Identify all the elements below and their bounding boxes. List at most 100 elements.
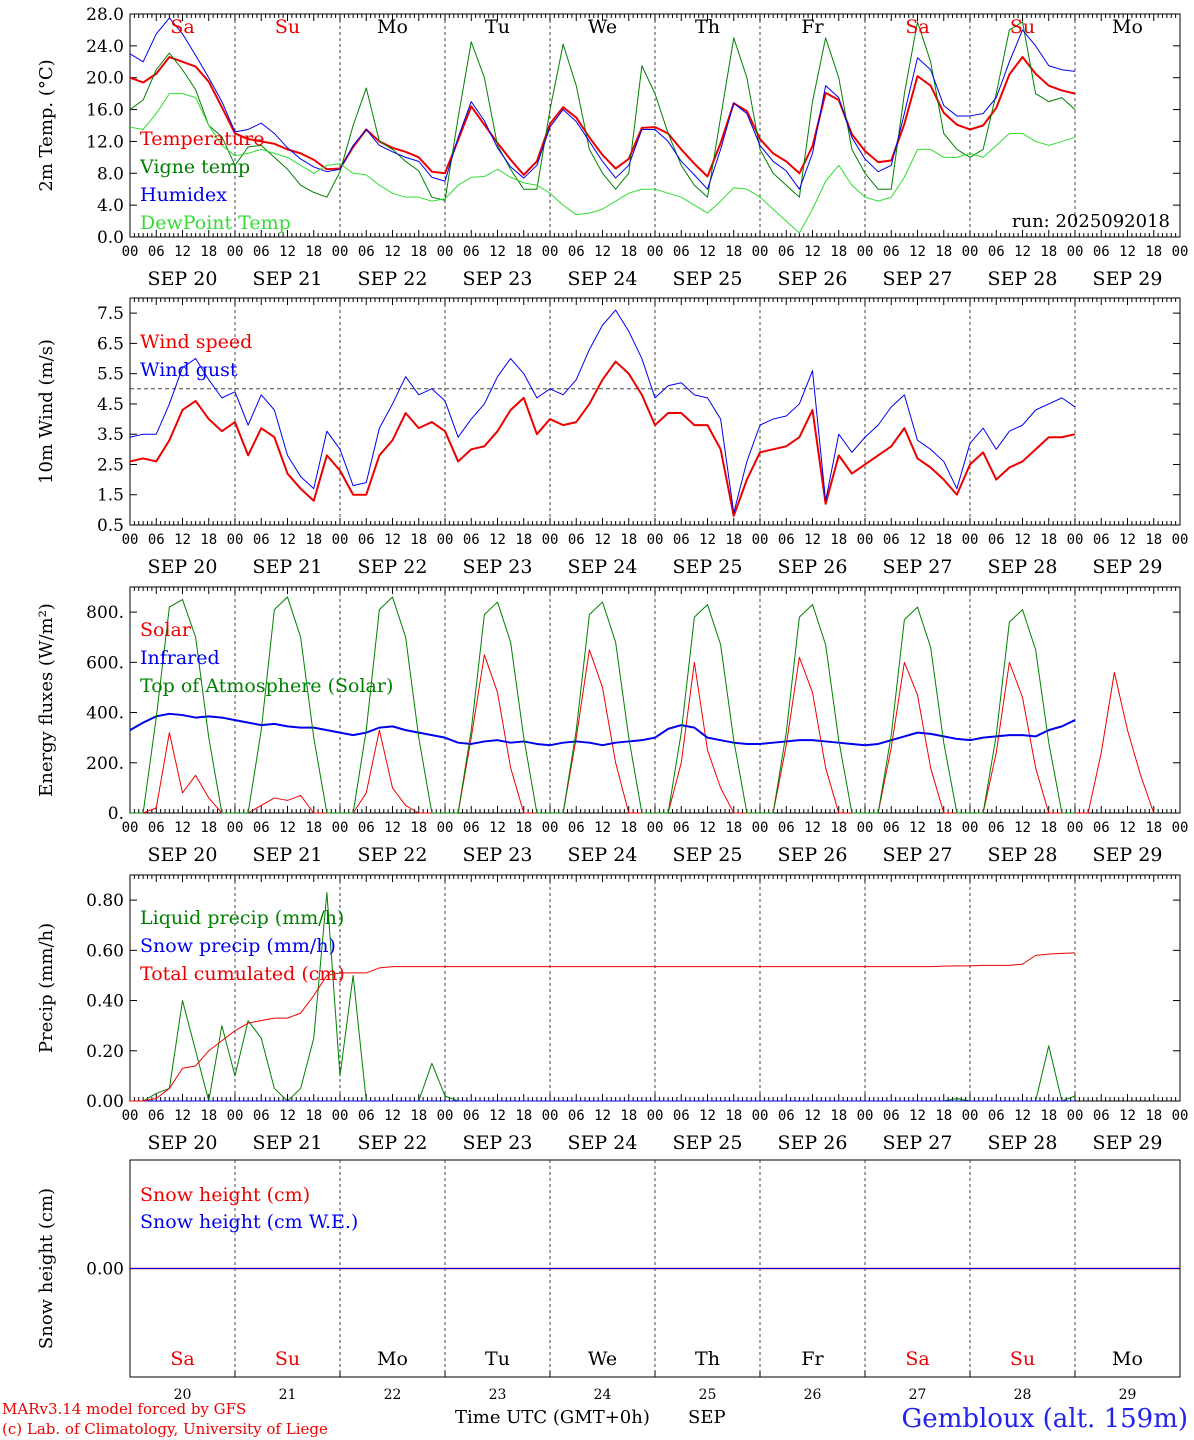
x-hour-label: 00: [227, 820, 244, 836]
x-hour-label: 00: [962, 532, 979, 548]
legend-entry: Vigne temp: [139, 156, 250, 178]
x-hour-label: 06: [778, 1108, 795, 1124]
x-day-number: 24: [594, 1387, 612, 1403]
y-tick-label: 0.00: [86, 1260, 124, 1280]
x-axis-title: Time UTC (GMT+0h): [455, 1407, 650, 1428]
day-of-week-label: Sa: [170, 1348, 194, 1370]
x-hour-label: 00: [1172, 1108, 1189, 1124]
x-hour-label: 18: [410, 820, 427, 836]
x-hour-label: 18: [1040, 820, 1057, 836]
x-hour-label: 00: [1067, 1108, 1084, 1124]
x-hour-label: 06: [988, 820, 1005, 836]
x-hour-label: 18: [620, 532, 637, 548]
y-tick-label: 0.40: [86, 992, 124, 1012]
day-of-week-label: Th: [695, 16, 720, 38]
x-hour-label: 06: [778, 820, 795, 836]
x-hour-label: 00: [437, 532, 454, 548]
x-hour-label: 06: [883, 1108, 900, 1124]
x-hour-label: 18: [1145, 244, 1162, 260]
x-hour-label: 12: [699, 820, 716, 836]
legend-entry: Snow height (cm W.E.): [140, 1211, 358, 1233]
x-hour-label: 12: [909, 244, 926, 260]
x-hour-label: 12: [384, 532, 401, 548]
legend-entry: DewPoint Temp: [140, 212, 291, 234]
x-hour-label: 06: [673, 532, 690, 548]
x-hour-label: 06: [358, 820, 375, 836]
x-date-label: SEP 21: [253, 1132, 323, 1154]
y-axis-label: Snow height (cm): [36, 1188, 57, 1349]
x-hour-label: 12: [489, 244, 506, 260]
x-date-label: SEP 28: [988, 844, 1058, 866]
x-hour-label: 06: [778, 244, 795, 260]
series-line-infrared: [129, 712, 1076, 747]
x-hour-label: 00: [857, 820, 874, 836]
y-tick-label: 12.0: [86, 132, 124, 152]
x-hour-label: 18: [725, 820, 742, 836]
x-hour-label: 06: [148, 532, 165, 548]
panel-temperature: 0.0 4.0 8.0 12.0 16.0 20.0 24.0 28.0 2m Temp. (°…: [36, 5, 1188, 290]
x-hour-label: 18: [200, 244, 217, 260]
y-axis-label: Precip (mm/h): [36, 923, 57, 1053]
x-hour-label: 18: [200, 820, 217, 836]
x-hour-label: 12: [279, 1108, 296, 1124]
x-hour-label: 18: [725, 244, 742, 260]
legend-entry: Temperature: [140, 128, 264, 150]
x-hour-label: 00: [542, 532, 559, 548]
x-hour-label: 06: [673, 244, 690, 260]
x-date-label: SEP 23: [463, 268, 533, 290]
y-tick-label: 20.0: [86, 69, 124, 89]
x-hour-label: 06: [673, 1108, 690, 1124]
x-hour-label: 00: [542, 1108, 559, 1124]
x-date-label: SEP 23: [463, 556, 533, 578]
x-hour-label: 00: [227, 244, 244, 260]
run-note: run: 2025092018: [1012, 211, 1170, 232]
x-hour-label: 12: [594, 244, 611, 260]
series-line-total-cumulated-cm-: [130, 952, 1076, 1102]
panel-wind: 0.5 1.5 2.5 3.5 4.5 5.5 6.5 7.5 10m Wind (m/s) Wi…: [36, 297, 1188, 578]
x-date-label: SEP 28: [988, 1132, 1058, 1154]
y-axis-label: 10m Wind (m/s): [36, 339, 57, 484]
x-date-label: SEP 28: [988, 556, 1058, 578]
day-of-week-label: Sa: [905, 1348, 929, 1370]
x-hour-label: 00: [857, 532, 874, 548]
legend-entry: Snow height (cm): [140, 1184, 310, 1206]
x-hour-label: 12: [174, 820, 191, 836]
x-hour-label: 06: [568, 532, 585, 548]
x-hour-label: 00: [227, 1108, 244, 1124]
x-hour-label: 12: [804, 244, 821, 260]
x-hour-label: 18: [305, 244, 322, 260]
x-hour-label: 12: [1119, 1108, 1136, 1124]
legend-entry: Infrared: [140, 647, 220, 669]
day-of-week-label: We: [588, 1348, 617, 1370]
x-day-number: 20: [174, 1387, 192, 1403]
x-hour-label: 12: [1014, 1108, 1031, 1124]
x-hour-label: 12: [1014, 244, 1031, 260]
x-day-number: 27: [909, 1387, 927, 1403]
plot-frame: [129, 13, 1181, 238]
x-date-label: SEP 26: [778, 268, 848, 290]
x-date-label: SEP 29: [1093, 844, 1163, 866]
y-tick-label: 5.5: [97, 365, 124, 385]
x-hour-label: 18: [830, 532, 847, 548]
y-tick-label: 400.: [86, 704, 124, 724]
x-date-label: SEP 25: [673, 844, 743, 866]
y-tick-label: 0.60: [86, 941, 124, 961]
day-of-week-label: Mo: [1112, 1348, 1143, 1370]
y-tick-label: 24.0: [86, 37, 124, 57]
x-hour-label: 06: [463, 1108, 480, 1124]
day-of-week-label: We: [588, 16, 617, 38]
x-hour-label: 00: [962, 820, 979, 836]
y-tick-label: 200.: [86, 754, 124, 774]
x-hour-label: 06: [1093, 1108, 1110, 1124]
legend-entry: Wind speed: [140, 331, 252, 353]
x-date-label: SEP 29: [1093, 268, 1163, 290]
x-date-label: SEP 21: [253, 268, 323, 290]
x-hour-label: 12: [174, 532, 191, 548]
x-hour-label: 12: [1119, 532, 1136, 548]
x-date-label: SEP 22: [358, 268, 428, 290]
x-hour-label: 12: [384, 820, 401, 836]
x-date-label: SEP 20: [148, 1132, 218, 1154]
x-hour-label: 00: [1067, 820, 1084, 836]
x-date-label: SEP 20: [148, 268, 218, 290]
x-hour-label: 18: [1145, 1108, 1162, 1124]
